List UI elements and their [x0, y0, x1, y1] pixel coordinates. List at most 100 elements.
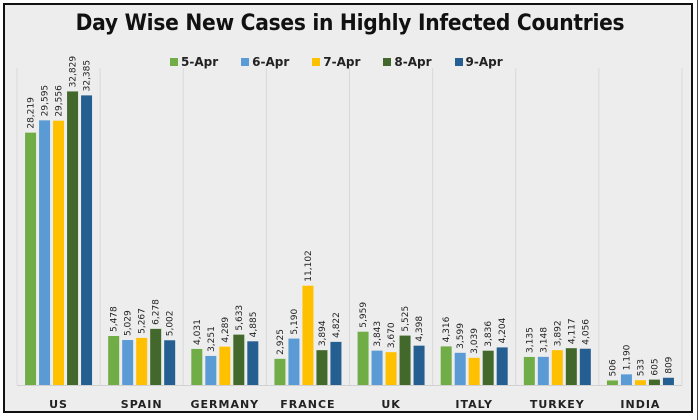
bar-india-7-apr	[634, 380, 646, 385]
data-label: 28,219	[27, 97, 37, 129]
data-label: 3,894	[318, 320, 328, 346]
legend-label: 6-Apr	[252, 55, 290, 69]
bar-india-8-apr	[648, 379, 660, 385]
bar-germany-7-apr	[219, 346, 231, 385]
bar-spain-7-apr	[136, 337, 148, 385]
bar-india-6-apr	[620, 374, 632, 385]
bar-italy-6-apr	[454, 352, 466, 385]
bar-italy-7-apr	[468, 357, 480, 385]
bar-spain-6-apr	[122, 340, 134, 385]
legend-item-9-apr: 9-Apr	[454, 54, 503, 70]
data-label: 3,670	[387, 322, 397, 348]
bar-france-9-apr	[330, 341, 342, 385]
data-label: 3,843	[373, 321, 383, 347]
x-tick-label: GERMANY	[190, 398, 259, 411]
data-label: 4,289	[221, 317, 231, 343]
bar-uk-7-apr	[385, 352, 397, 385]
bar-us-7-apr	[53, 120, 65, 386]
data-label: 4,117	[567, 318, 577, 344]
bar-uk-8-apr	[399, 335, 411, 385]
data-label: 32,829	[69, 56, 79, 88]
bar-uk-6-apr	[371, 350, 383, 385]
data-label: 29,595	[41, 85, 51, 117]
data-label: 4,398	[415, 316, 425, 342]
x-tick-label: ITALY	[455, 398, 493, 411]
data-label: 605	[650, 358, 660, 375]
x-tick-label: SPAIN	[121, 398, 163, 411]
bar-us-9-apr	[81, 95, 93, 386]
bar-germany-5-apr	[191, 348, 203, 385]
data-label: 4,885	[249, 312, 259, 338]
legend-label: 7-Apr	[323, 55, 361, 69]
data-label: 3,836	[484, 321, 494, 347]
legend-label: 8-Apr	[394, 55, 432, 69]
data-label: 533	[636, 359, 646, 376]
legend-swatch	[241, 58, 250, 66]
data-label: 5,002	[166, 311, 176, 337]
x-tick-label: US	[49, 398, 68, 411]
data-label: 1,190	[622, 344, 632, 370]
data-label: 3,892	[553, 320, 563, 346]
data-label: 3,251	[207, 326, 217, 352]
bar-turkey-9-apr	[579, 348, 591, 385]
x-tick-label: UK	[381, 398, 400, 411]
data-label: 11,102	[304, 250, 314, 282]
bar-germany-8-apr	[233, 334, 245, 385]
bar-turkey-7-apr	[551, 350, 563, 385]
data-label: 5,267	[138, 308, 148, 334]
bar-france-8-apr	[316, 350, 328, 385]
data-label: 4,204	[498, 317, 508, 343]
data-label: 3,599	[456, 323, 466, 349]
data-label: 3,039	[470, 328, 480, 354]
bar-spain-8-apr	[150, 328, 162, 385]
legend-item-7-apr: 7-Apr	[312, 54, 360, 70]
data-label: 3,148	[539, 327, 549, 353]
bar-italy-5-apr	[440, 346, 452, 385]
legend-item-5-apr: 5-Apr	[170, 54, 218, 70]
bar-italy-8-apr	[482, 350, 494, 385]
bar-turkey-5-apr	[523, 356, 535, 385]
data-label: 4,031	[193, 319, 203, 345]
bar-spain-5-apr	[108, 336, 120, 385]
legend-swatch	[312, 58, 321, 66]
legend-swatch	[454, 58, 463, 66]
bar-us-8-apr	[67, 91, 79, 385]
legend: 5-Apr 6-Apr 7-Apr 8-Apr 9-Apr	[170, 54, 526, 70]
chart-title: Day Wise New Cases in Highly Infected Co…	[75, 11, 625, 36]
data-label: 5,525	[401, 306, 411, 332]
legend-swatch	[170, 58, 178, 66]
x-tick-label: TURKEY	[530, 398, 585, 411]
data-label: 32,385	[83, 60, 93, 92]
bar-germany-9-apr	[247, 341, 259, 385]
bar-turkey-6-apr	[537, 356, 549, 385]
legend-item-6-apr: 6-Apr	[241, 54, 289, 70]
x-tick-label: INDIA	[620, 398, 660, 411]
bar-us-6-apr	[39, 120, 51, 385]
data-label: 5,633	[235, 305, 245, 331]
bar-us-5-apr	[25, 132, 37, 385]
outer-edge-line	[697, 0, 698, 420]
data-label: 6,278	[152, 299, 162, 325]
bar-france-5-apr	[274, 358, 286, 385]
data-label: 4,822	[332, 312, 342, 338]
bar-uk-9-apr	[413, 345, 425, 385]
data-label: 29,556	[55, 85, 65, 117]
bar-france-6-apr	[288, 338, 300, 385]
data-label: 5,029	[124, 310, 134, 336]
x-tick-label: FRANCE	[280, 398, 335, 411]
data-label: 5,190	[290, 309, 300, 335]
bar-france-7-apr	[302, 285, 314, 385]
legend-item-8-apr: 8-Apr	[383, 54, 432, 70]
data-label: 3,135	[525, 327, 535, 353]
data-label: 4,316	[442, 316, 452, 342]
data-label: 506	[608, 359, 618, 376]
bar-germany-6-apr	[205, 355, 217, 385]
legend-swatch	[383, 58, 392, 66]
data-label: 5,478	[110, 306, 120, 332]
legend-label: 5-Apr	[181, 55, 219, 69]
bar-uk-5-apr	[357, 331, 369, 385]
legend-label: 9-Apr	[465, 55, 503, 69]
data-label: 809	[664, 356, 674, 373]
data-label: 4,056	[581, 319, 591, 345]
